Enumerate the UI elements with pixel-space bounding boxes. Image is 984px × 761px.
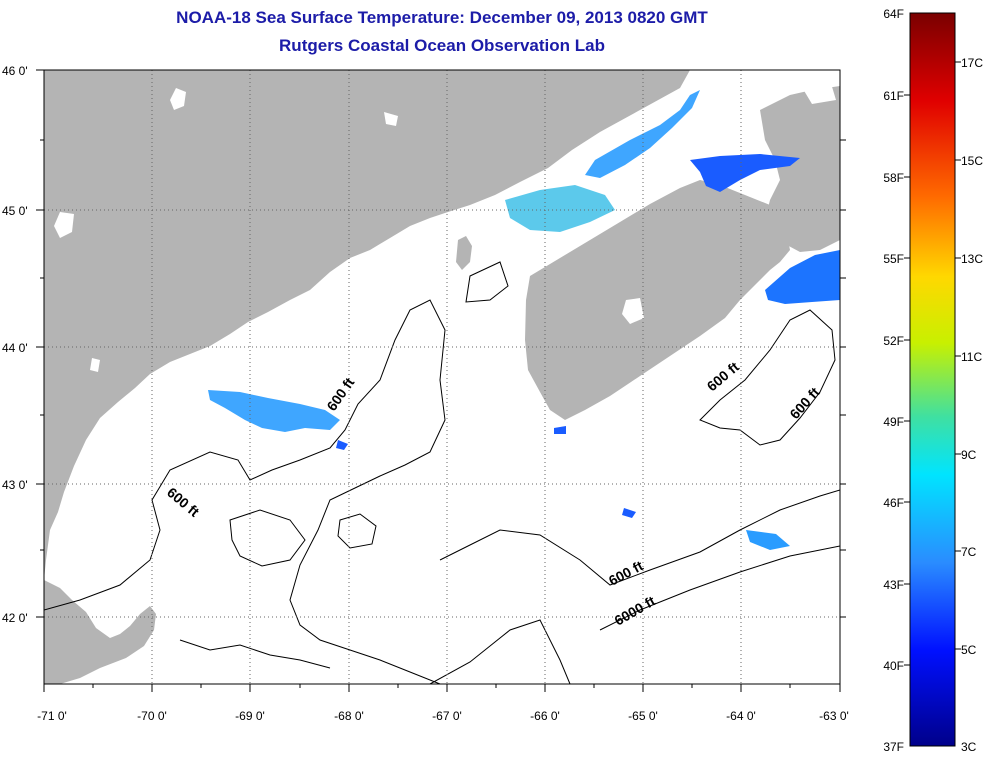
lake <box>54 212 74 238</box>
lake <box>170 88 186 110</box>
colorbar-label-c: 5C <box>961 643 977 657</box>
sst-patch-small <box>336 440 348 450</box>
temperature-colorbar <box>909 12 956 747</box>
sst-patch-minas-basin <box>690 154 800 192</box>
lat-label: 46 0' <box>2 64 28 78</box>
colorbar-label-c: 15C <box>961 154 983 168</box>
sst-patch-fundy-mouth <box>505 185 615 232</box>
lake <box>90 358 100 372</box>
contour-600ft-inner <box>229 509 306 567</box>
lon-label: -64 0' <box>726 709 756 723</box>
colorbar-label-f: 58F <box>883 171 904 185</box>
sst-patch-small <box>622 508 636 518</box>
contour-600ft-inner <box>337 513 377 549</box>
colorbar-label-c: 7C <box>961 545 977 559</box>
lon-label: -71 0' <box>37 709 67 723</box>
colorbar-label-c: 3C <box>961 740 977 754</box>
contour-600ft-georges <box>439 489 840 586</box>
colorbar-label-f: 55F <box>883 252 904 266</box>
colorbar-label-f: 52F <box>883 334 904 348</box>
colorbar-label-c: 9C <box>961 448 977 462</box>
map-frame <box>43 69 841 685</box>
colorbar-label-f: 49F <box>883 415 904 429</box>
sst-patch-gulf-of-maine <box>208 390 340 432</box>
lat-label: 44 0' <box>2 341 28 355</box>
lat-label: 43 0' <box>2 478 28 492</box>
sst-patch-small <box>746 530 790 550</box>
map-title: NOAA-18 Sea Surface Temperature: Decembe… <box>176 8 708 27</box>
contour-600ft-gulf <box>44 299 446 684</box>
contour-600ft-scotian <box>699 309 836 446</box>
lon-label: -67 0' <box>432 709 462 723</box>
lon-label: -70 0' <box>137 709 167 723</box>
lat-label: 42 0' <box>2 611 28 625</box>
sst-patch-small <box>554 426 566 434</box>
land-cape-cod <box>44 580 156 684</box>
contour-georges-basin <box>179 639 331 669</box>
lon-label: -65 0' <box>628 709 658 723</box>
lon-label: -68 0' <box>334 709 364 723</box>
lake <box>384 112 398 126</box>
colorbar-label-f: 64F <box>883 7 904 21</box>
colorbar-label-f: 43F <box>883 578 904 592</box>
lon-label: -63 0' <box>819 709 849 723</box>
contour-600ft-ne <box>465 261 509 303</box>
colorbar-label-c: 17C <box>961 56 983 70</box>
land-grand-manan <box>456 236 472 270</box>
lake <box>622 298 644 324</box>
sst-patch-cabot <box>765 250 840 304</box>
map-subtitle: Rutgers Coastal Ocean Observation Lab <box>279 36 605 55</box>
lon-label: -69 0' <box>235 709 265 723</box>
colorbar-label-f: 46F <box>883 496 904 510</box>
lon-label: -66 0' <box>530 709 560 723</box>
colorbar-label-c: 11C <box>961 350 982 364</box>
colorbar-label-f: 61F <box>883 89 904 103</box>
lat-label: 45 0' <box>2 204 28 218</box>
colorbar-label-f: 40F <box>883 659 904 673</box>
lake <box>800 80 836 104</box>
colorbar-label-f: 37F <box>883 740 904 754</box>
land-mainland <box>44 70 690 580</box>
land-nova-scotia <box>525 180 790 420</box>
colorbar-label-c: 13C <box>961 252 983 266</box>
contour-6000ft <box>429 545 840 684</box>
